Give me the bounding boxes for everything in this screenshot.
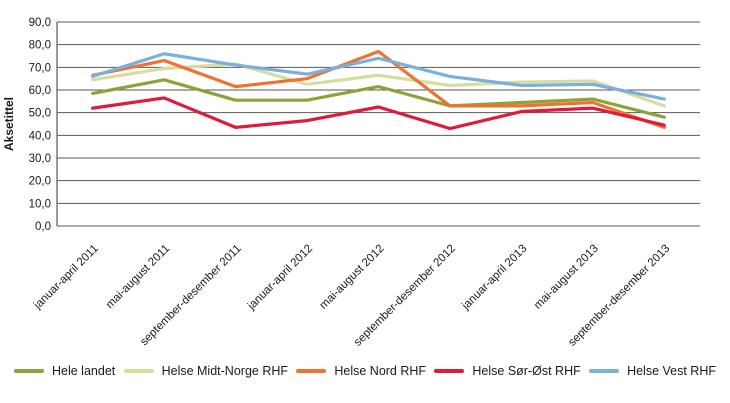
y-axis-title: Aksetittel	[2, 97, 16, 151]
legend-label: Helse Sør-Øst RHF	[472, 364, 581, 378]
y-tick-label: 20,0	[29, 176, 51, 188]
y-tick-label: 0,0	[35, 221, 51, 233]
y-tick-label: 10,0	[29, 198, 51, 210]
legend-item-helse-sor-ost-rhf: Helse Sør-Øst RHF	[434, 364, 581, 378]
legend-item-helse-vest-rhf: Helse Vest RHF	[589, 364, 716, 378]
series-line-helse-s-r-st-rhf	[91, 96, 666, 131]
legend-swatch-hele-landet	[14, 369, 44, 373]
series-layer	[91, 49, 666, 131]
legend-swatch-helse-sor-ost-rhf	[434, 369, 465, 373]
y-tick-label: 80,0	[29, 40, 51, 52]
line-chart: 0,0 10,0 20,0 30,0 40,0 50,0 60,0 70,0 80,0 90,0 j…	[2, 17, 700, 349]
legend-swatch-helse-nord-rhf	[296, 369, 327, 373]
legend-item-helse-midt-norge-rhf: Helse Midt-Norge RHF	[123, 364, 289, 378]
y-tick-label: 70,0	[29, 62, 51, 74]
series-line-helse-vest-rhf	[91, 52, 666, 101]
legend-swatch-helse-midt-norge-rhf	[123, 369, 154, 373]
x-category-label: mai-august 2013	[532, 243, 601, 312]
x-category-label: januar-april 2011	[31, 243, 101, 313]
y-tick-label: 90,0	[29, 17, 51, 29]
legend-item-helse-nord-rhf: Helse Nord RHF	[296, 364, 426, 378]
y-tick-label: 40,0	[29, 130, 51, 142]
x-category-label: januar-april 2012	[245, 243, 315, 313]
series-line-hele-landet	[91, 78, 666, 119]
legend-label: Helse Nord RHF	[334, 364, 427, 378]
y-tick-label: 30,0	[29, 153, 51, 165]
legend-label: Helse Vest RHF	[627, 364, 716, 378]
legend-label: Hele landet	[52, 364, 116, 378]
legend-swatch-helse-vest-rhf	[589, 369, 620, 373]
legend: Hele landet Helse Midt-Norge RHF Helse N…	[0, 364, 730, 378]
series-line-helse-nord-rhf	[91, 49, 666, 130]
x-category-label: mai-august 2011	[104, 243, 172, 311]
gridlines-layer	[56, 21, 700, 227]
series-line-helse-midt-norge-rhf	[91, 62, 666, 108]
legend-item-hele-landet: Hele landet	[14, 364, 115, 378]
legend-label: Helse Midt-Norge RHF	[161, 364, 289, 378]
x-category-label: mai-august 2012	[318, 243, 387, 312]
y-tick-label: 50,0	[29, 108, 51, 120]
y-tick-label: 60,0	[29, 85, 51, 97]
x-category-label: januar-april 2013	[459, 243, 529, 313]
